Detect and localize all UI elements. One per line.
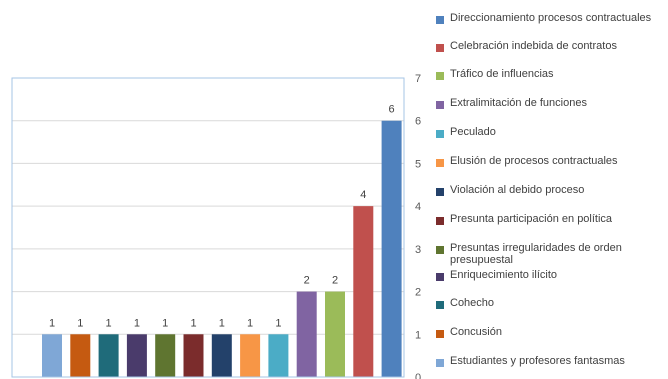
bar	[183, 334, 204, 377]
bar-value-label: 1	[275, 317, 281, 329]
legend-label: Enriquecimiento ilícito	[450, 269, 557, 281]
bar	[211, 334, 232, 377]
y-tick-label: 0	[415, 372, 421, 379]
y-axis-ticks: 0 1 2 3 4 5 6 7	[415, 73, 421, 379]
y-tick-label: 2	[415, 287, 421, 299]
bar	[70, 334, 91, 377]
legend-item: Celebración indebida de contratos	[436, 40, 668, 52]
y-tick-label: 4	[415, 201, 421, 213]
bar-value-label: 1	[247, 317, 253, 329]
bar-value-label: 6	[389, 104, 395, 116]
legend-label: Elusión de procesos contractuales	[450, 155, 618, 167]
legend-label: Tráfico de influencias	[450, 68, 554, 80]
legend-swatch	[436, 217, 444, 225]
legend-swatch	[436, 44, 444, 52]
bar-value-label: 1	[106, 317, 112, 329]
bar	[296, 291, 317, 377]
legend-label: Violación al debido proceso	[450, 184, 585, 196]
legend-label: Presunta participación en política	[450, 213, 613, 225]
legend-label: Cohecho	[450, 297, 495, 309]
bar-value-label: 2	[304, 275, 310, 287]
value-labels: 1 1 1 1 1 1 1 1 1 2 2 4 6	[49, 104, 395, 330]
legend-swatch	[436, 72, 444, 80]
bar-value-label: 1	[77, 317, 83, 329]
legend-item: Presuntas irregularidades de orden presu…	[436, 242, 668, 266]
bar	[42, 334, 62, 377]
legend-swatch	[436, 16, 444, 24]
bar-value-label: 1	[162, 317, 168, 329]
y-tick-label: 6	[415, 116, 421, 128]
bar	[325, 291, 345, 377]
legend-label: Presuntas irregularidades de orden presu…	[450, 242, 622, 266]
legend-swatch	[436, 301, 444, 309]
bar	[381, 120, 402, 377]
legend-swatch	[436, 101, 444, 109]
legend-swatch	[436, 359, 444, 367]
legend-item: Estudiantes y profesores fantasmas	[436, 355, 668, 367]
legend-item: Direccionamiento procesos contractuales	[436, 12, 668, 24]
bar	[126, 334, 147, 377]
bar-value-label: 1	[219, 317, 225, 329]
bar-value-label: 1	[49, 317, 55, 329]
legend-item: Violación al debido proceso	[436, 184, 668, 196]
bar-value-label: 4	[360, 189, 366, 201]
legend-item: Elusión de procesos contractuales	[436, 155, 668, 167]
bar	[240, 334, 261, 377]
legend-label: Peculado	[450, 126, 496, 138]
legend-label: Estudiantes y profesores fantasmas	[450, 355, 625, 367]
legend-swatch	[436, 330, 444, 338]
legend-item: Enriquecimiento ilícito	[436, 269, 668, 281]
legend-label: Direccionamiento procesos contractuales	[450, 12, 652, 24]
legend-label: Celebración indebida de contratos	[450, 40, 617, 52]
legend-label: Concusión	[450, 326, 502, 338]
gridlines	[12, 120, 404, 335]
legend-item: Tráfico de influencias	[436, 68, 668, 80]
y-tick-label: 7	[415, 73, 421, 85]
legend-swatch	[436, 159, 444, 167]
legend-item: Presunta participación en política	[436, 213, 668, 225]
legend-swatch	[436, 188, 444, 196]
plot-area-border	[11, 77, 405, 378]
bar-value-label: 1	[134, 317, 140, 329]
legend-item: Cohecho	[436, 297, 668, 309]
legend-swatch	[436, 273, 444, 281]
bar-value-label: 2	[332, 275, 338, 287]
y-tick-label: 1	[415, 329, 421, 341]
legend-swatch	[436, 246, 444, 254]
bars	[42, 120, 402, 377]
bar	[353, 206, 374, 377]
legend-swatch	[436, 130, 444, 138]
legend-item: Peculado	[436, 126, 668, 138]
bar	[98, 334, 119, 377]
legend-label: Extralimitación de funciones	[450, 97, 587, 109]
legend-item: Extralimitación de funciones	[436, 97, 668, 109]
y-tick-label: 3	[415, 244, 421, 256]
bar	[268, 334, 289, 377]
legend-item: Concusión	[436, 326, 668, 338]
bar	[155, 334, 176, 377]
y-tick-label: 5	[415, 158, 421, 170]
bar-value-label: 1	[190, 317, 196, 329]
